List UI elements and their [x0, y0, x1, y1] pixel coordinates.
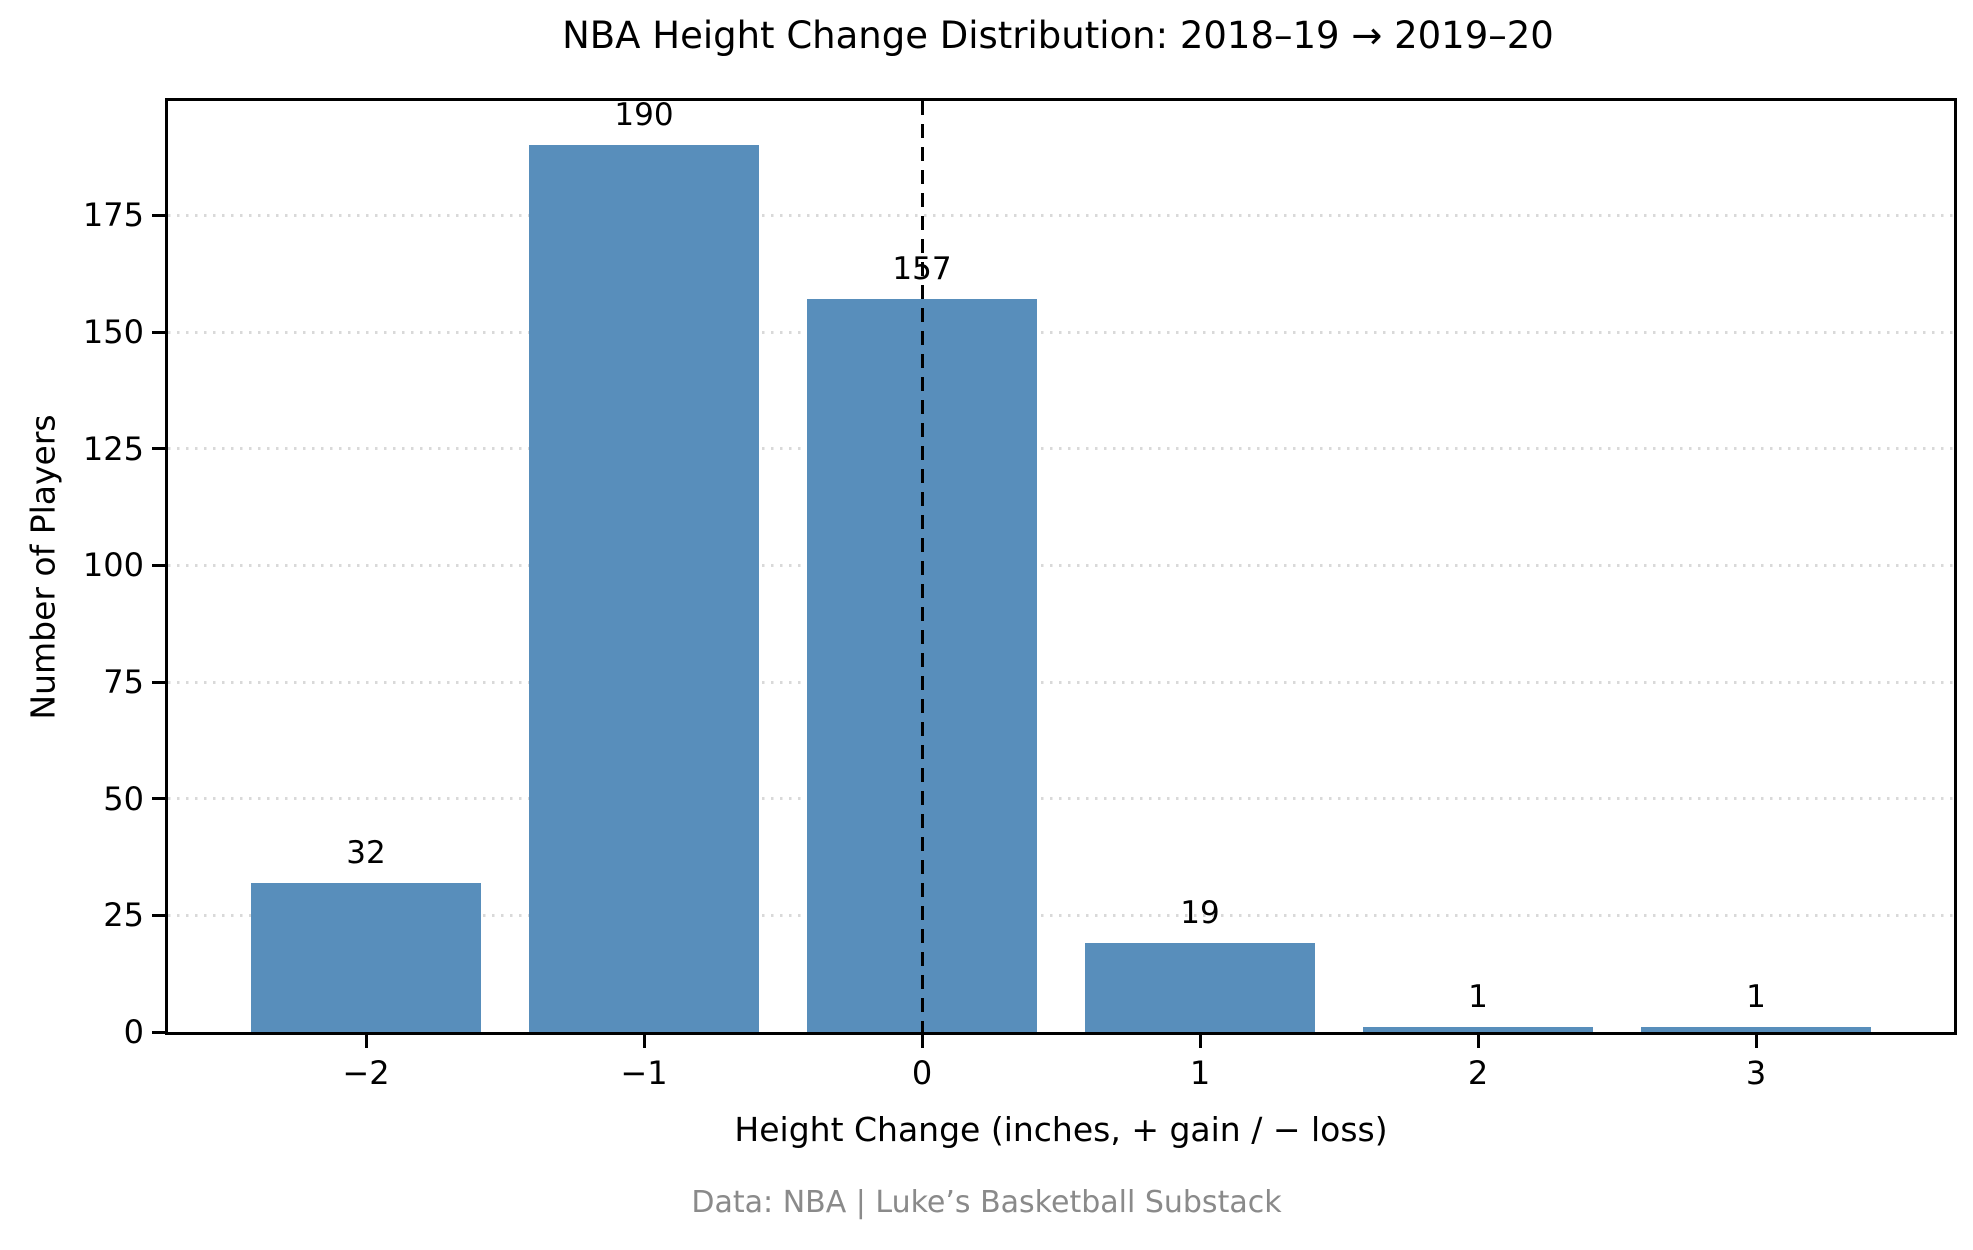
gridline — [168, 447, 1954, 451]
plot-area: Height Change (inches, + gain / − loss) … — [24, 97, 1957, 1149]
y-tick-label: 75 — [103, 663, 144, 701]
gridline — [168, 563, 1954, 567]
chart-title: NBA Height Change Distribution: 2018–19 … — [562, 14, 1554, 57]
y-tick-mark — [152, 1030, 165, 1034]
y-tick-mark — [152, 563, 165, 567]
data-source-caption: Data: NBA | Luke’s Basketball Substack — [691, 1185, 1282, 1220]
x-tick-mark — [1198, 1035, 1202, 1048]
bar — [1085, 943, 1315, 1032]
y-tick-label: 100 — [82, 546, 144, 585]
y-tick-mark — [152, 680, 165, 684]
bar-value-label: 1 — [1746, 979, 1766, 1016]
gridline — [168, 680, 1954, 684]
x-tick-label: 1 — [1189, 1054, 1211, 1092]
x-tick-mark — [1754, 1035, 1758, 1048]
x-tick-mark — [642, 1035, 646, 1048]
y-tick-label: 125 — [82, 429, 144, 468]
y-tick-label: 50 — [103, 779, 144, 818]
x-tick-label: 2 — [1467, 1054, 1489, 1092]
bar-value-label: 32 — [346, 834, 386, 871]
bar — [1363, 1027, 1593, 1032]
y-tick-label: 0 — [123, 1013, 144, 1051]
x-tick-mark — [364, 1035, 368, 1048]
y-tick-mark — [152, 213, 165, 217]
bar-value-label: 1 — [1468, 979, 1488, 1016]
x-tick-mark — [1476, 1035, 1480, 1048]
bar — [1641, 1027, 1871, 1032]
x-tick-mark — [920, 1035, 924, 1048]
zero-reference-line — [920, 101, 924, 1032]
y-tick-label: 25 — [103, 896, 144, 935]
y-tick-mark — [152, 797, 165, 801]
bar-value-label: 19 — [1180, 895, 1220, 932]
x-tick-label: −2 — [342, 1054, 390, 1092]
x-tick-label: 3 — [1745, 1054, 1767, 1092]
bar — [529, 145, 759, 1032]
y-axis-label: Number of Players — [23, 413, 63, 720]
bar — [251, 882, 481, 1032]
x-tick-label: 0 — [911, 1054, 933, 1092]
x-axis-label: Height Change (inches, + gain / − loss) — [734, 1110, 1388, 1149]
y-tick-label: 150 — [82, 313, 144, 351]
gridline — [168, 213, 1954, 217]
x-tick-label: −1 — [620, 1054, 668, 1092]
gridline — [168, 913, 1954, 917]
y-tick-label: 175 — [82, 196, 144, 235]
gridline — [168, 330, 1954, 334]
bar-value-label: 190 — [614, 97, 674, 134]
y-tick-mark — [152, 447, 165, 451]
y-tick-mark — [152, 913, 165, 917]
y-tick-mark — [152, 330, 165, 334]
bar-value-label: 157 — [892, 251, 952, 288]
gridline — [168, 797, 1954, 801]
